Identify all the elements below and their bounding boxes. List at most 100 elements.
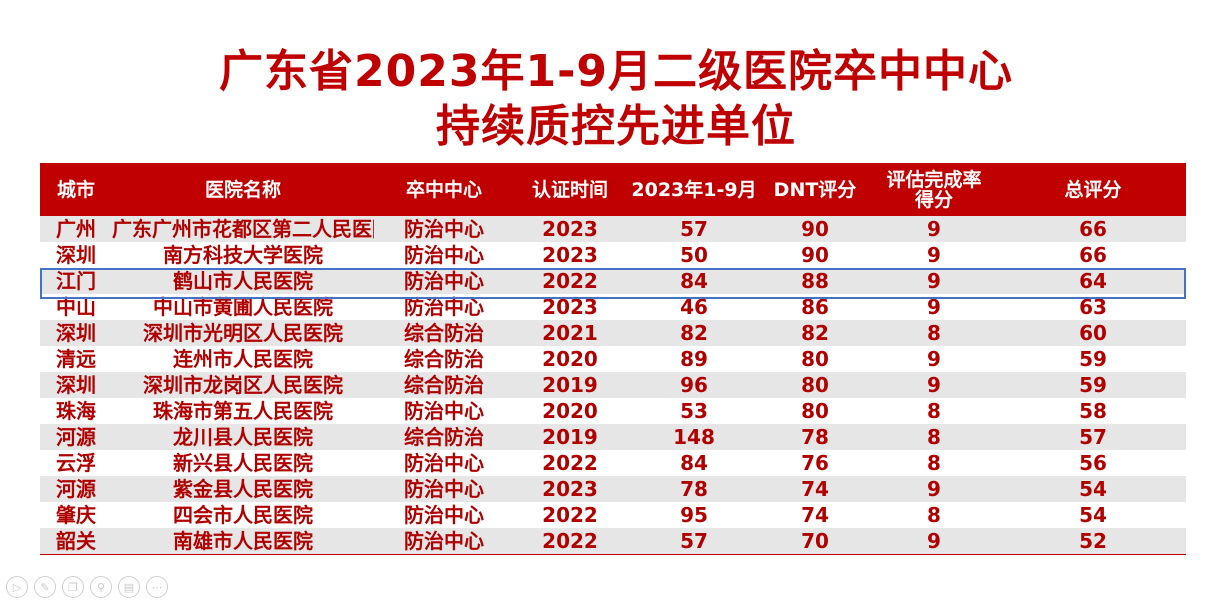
cell-completion-score: 9	[868, 372, 1000, 398]
cell-dnt-score: 74	[762, 502, 868, 528]
table-row: 中山 中山市黄圃人民医院 防治中心 2023 46 86 9 63	[40, 294, 1186, 320]
cell-cert-year: 2023	[514, 476, 626, 502]
ranking-table: 城市 医院名称 卒中中心 认证时间 2023年1-9月 DNT评分 评估完成率 …	[40, 163, 1186, 555]
cell-total-score: 59	[1000, 372, 1186, 398]
cell-hospital-name: 鹤山市人民医院	[112, 268, 374, 294]
cell-dnt-score: 76	[762, 450, 868, 476]
table-row: 深圳 深圳市龙岗区人民医院 综合防治 2019 96 80 9 59	[40, 372, 1186, 398]
cell-city: 河源	[40, 424, 112, 450]
cell-city: 韶关	[40, 528, 112, 555]
cell-cert-year: 2019	[514, 372, 626, 398]
copy-icon[interactable]: ❐	[62, 576, 84, 598]
cell-completion-score: 9	[868, 346, 1000, 372]
cell-stroke-center: 综合防治	[374, 424, 514, 450]
cell-hospital-name: 新兴县人民医院	[112, 450, 374, 476]
cell-city: 广州	[40, 216, 112, 242]
cell-dnt-score: 74	[762, 476, 868, 502]
cell-stroke-center: 综合防治	[374, 346, 514, 372]
cell-completion-score: 9	[868, 268, 1000, 294]
cell-period-count: 95	[626, 502, 762, 528]
cell-stroke-center: 综合防治	[374, 320, 514, 346]
cell-cert-year: 2020	[514, 398, 626, 424]
cell-city: 清远	[40, 346, 112, 372]
cell-completion-score: 9	[868, 476, 1000, 502]
header-hospital-name: 医院名称	[112, 163, 374, 216]
cell-cert-year: 2023	[514, 216, 626, 242]
cell-total-score: 60	[1000, 320, 1186, 346]
cell-stroke-center: 防治中心	[374, 476, 514, 502]
cell-period-count: 84	[626, 450, 762, 476]
header-dnt-score: DNT评分	[762, 163, 868, 216]
cell-period-count: 78	[626, 476, 762, 502]
cell-hospital-name: 深圳市光明区人民医院	[112, 320, 374, 346]
cell-dnt-score: 80	[762, 398, 868, 424]
cell-completion-score: 8	[868, 424, 1000, 450]
cell-hospital-name: 深圳市龙岗区人民医院	[112, 372, 374, 398]
cell-period-count: 96	[626, 372, 762, 398]
cell-completion-score: 8	[868, 398, 1000, 424]
cell-dnt-score: 70	[762, 528, 868, 555]
cell-hospital-name: 南方科技大学医院	[112, 242, 374, 268]
cell-city: 云浮	[40, 450, 112, 476]
table-row: 深圳 南方科技大学医院 防治中心 2023 50 90 9 66	[40, 242, 1186, 268]
table-body: 广州 广东广州市花都区第二人民医院 防治中心 2023 57 90 9 66 深圳 南方科技大学医…	[40, 216, 1186, 555]
cell-total-score: 66	[1000, 216, 1186, 242]
cell-hospital-name: 珠海市第五人民医院	[112, 398, 374, 424]
header-completion-line2: 得分	[914, 188, 953, 211]
header-stroke-center: 卒中中心	[374, 163, 514, 216]
cell-total-score: 54	[1000, 502, 1186, 528]
cell-dnt-score: 90	[762, 242, 868, 268]
cell-total-score: 52	[1000, 528, 1186, 555]
table-row: 肇庆 四会市人民医院 防治中心 2022 95 74 8 54	[40, 502, 1186, 528]
cell-cert-year: 2023	[514, 294, 626, 320]
cell-city: 河源	[40, 476, 112, 502]
page-subtitle: 持续质控先进单位	[436, 101, 796, 152]
cell-completion-score: 8	[868, 320, 1000, 346]
cell-completion-score: 9	[868, 528, 1000, 555]
cell-stroke-center: 防治中心	[374, 294, 514, 320]
cell-period-count: 57	[626, 528, 762, 555]
cell-period-count: 53	[626, 398, 762, 424]
cell-cert-year: 2020	[514, 346, 626, 372]
table-row: 珠海 珠海市第五人民医院 防治中心 2020 53 80 8 58	[40, 398, 1186, 424]
cell-completion-score: 9	[868, 216, 1000, 242]
cell-total-score: 58	[1000, 398, 1186, 424]
cell-period-count: 46	[626, 294, 762, 320]
header-period: 2023年1-9月	[626, 163, 762, 216]
cell-stroke-center: 防治中心	[374, 242, 514, 268]
cell-dnt-score: 78	[762, 424, 868, 450]
table-row: 云浮 新兴县人民医院 防治中心 2022 84 76 8 56	[40, 450, 1186, 476]
cell-stroke-center: 综合防治	[374, 372, 514, 398]
table-row: 河源 龙川县人民医院 综合防治 2019 148 78 8 57	[40, 424, 1186, 450]
cell-period-count: 84	[626, 268, 762, 294]
table-row: 河源 紫金县人民医院 防治中心 2023 78 74 9 54	[40, 476, 1186, 502]
table-row: 清远 连州市人民医院 综合防治 2020 89 80 9 59	[40, 346, 1186, 372]
cell-total-score: 54	[1000, 476, 1186, 502]
cell-hospital-name: 紫金县人民医院	[112, 476, 374, 502]
header-cert-year: 认证时间	[514, 163, 626, 216]
table-row: 韶关 南雄市人民医院 防治中心 2022 57 70 9 52	[40, 528, 1186, 555]
cell-hospital-name: 四会市人民医院	[112, 502, 374, 528]
cell-stroke-center: 防治中心	[374, 268, 514, 294]
cell-cert-year: 2022	[514, 450, 626, 476]
cell-hospital-name: 连州市人民医院	[112, 346, 374, 372]
cell-cert-year: 2022	[514, 528, 626, 555]
cell-stroke-center: 防治中心	[374, 398, 514, 424]
cell-period-count: 148	[626, 424, 762, 450]
cell-cert-year: 2022	[514, 268, 626, 294]
cell-city: 江门	[40, 268, 112, 294]
table-header-row: 城市 医院名称 卒中中心 认证时间 2023年1-9月 DNT评分 评估完成率 …	[40, 163, 1186, 216]
cell-cert-year: 2023	[514, 242, 626, 268]
cell-completion-score: 8	[868, 502, 1000, 528]
header-city: 城市	[40, 163, 112, 216]
page-title: 广东省2023年1-9月二级医院卒中中心	[219, 46, 1013, 97]
cell-total-score: 57	[1000, 424, 1186, 450]
header-total-score: 总评分	[1000, 163, 1186, 216]
cell-total-score: 56	[1000, 450, 1186, 476]
cell-stroke-center: 防治中心	[374, 450, 514, 476]
cell-period-count: 57	[626, 216, 762, 242]
cell-period-count: 82	[626, 320, 762, 346]
cell-hospital-name: 广东广州市花都区第二人民医院	[112, 216, 374, 242]
slides-icon[interactable]: ▤	[118, 576, 140, 598]
cell-period-count: 50	[626, 242, 762, 268]
